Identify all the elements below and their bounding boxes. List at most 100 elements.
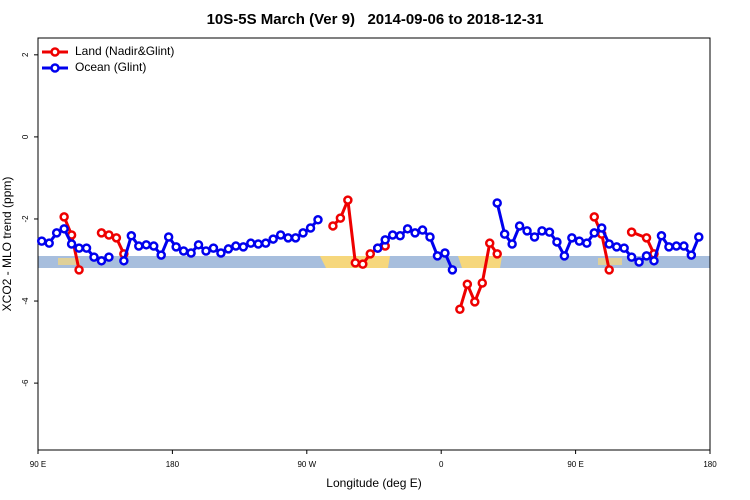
data-point (290, 233, 301, 243)
data-point (619, 243, 629, 253)
data-point (96, 228, 107, 238)
data-point (74, 243, 84, 253)
legend-label: Ocean (Glint) (75, 60, 146, 74)
data-point (238, 242, 249, 252)
legend-label: Land (Nadir&Glint) (75, 44, 174, 58)
data-point (253, 239, 264, 249)
data-point (66, 239, 77, 249)
x-tick-label: 180 (166, 460, 180, 469)
y-tick-label: 0 (21, 134, 30, 139)
data-point (447, 265, 458, 275)
data-point (81, 243, 92, 253)
data-point (59, 224, 69, 234)
data-point (484, 238, 495, 248)
data-point (343, 195, 353, 205)
data-point (201, 246, 211, 256)
data-point (260, 238, 271, 248)
data-point (462, 279, 473, 289)
data-point (626, 252, 637, 262)
data-point (335, 213, 346, 223)
data-point (402, 224, 413, 234)
data-point (223, 244, 234, 254)
land-strip (58, 258, 80, 265)
data-point (298, 228, 308, 238)
data-point (163, 232, 174, 242)
data-point (529, 232, 540, 242)
data-point (328, 221, 338, 231)
data-point (537, 226, 547, 236)
data-point (305, 223, 316, 233)
data-point (649, 256, 659, 266)
data-point (275, 230, 286, 240)
chart-title: 10S-5S March (Ver 9) 2014-09-06 to 2018-… (207, 11, 544, 28)
data-point (395, 231, 405, 241)
data-point (410, 228, 420, 238)
data-point (432, 251, 443, 261)
x-tick-label: 180 (703, 460, 717, 469)
data-point (313, 215, 323, 225)
data-point (514, 221, 525, 231)
data-point (641, 233, 652, 243)
data-point (589, 212, 600, 222)
data-point (216, 248, 226, 258)
data-point (604, 265, 614, 275)
y-axis-label: XCO2 - MLO trend (ppm) (0, 177, 14, 312)
data-point (664, 242, 674, 252)
data-point (126, 231, 137, 241)
data-point (231, 241, 241, 251)
data-point (671, 241, 682, 251)
data-point (59, 212, 69, 222)
data-point (582, 238, 592, 248)
y-tick-label: -2 (21, 215, 30, 223)
data-point (499, 229, 510, 239)
data-point (596, 223, 607, 233)
data-point (507, 239, 517, 249)
data-point (134, 241, 144, 251)
data-point (559, 251, 570, 261)
data-point (111, 233, 122, 243)
data-point (104, 230, 114, 240)
data-point (171, 242, 181, 252)
data-point (656, 231, 667, 241)
data-point (178, 246, 189, 256)
data-point (268, 234, 278, 244)
data-point (686, 250, 697, 260)
x-tick-label: 90 W (297, 460, 316, 469)
data-point (679, 241, 689, 251)
land-strip (598, 258, 622, 265)
data-point (283, 233, 293, 243)
data-point (634, 257, 644, 267)
data-point (156, 250, 166, 260)
data-point (350, 258, 361, 268)
data-point (522, 226, 532, 236)
data-point (694, 232, 704, 242)
data-point (492, 198, 502, 208)
data-point (208, 243, 219, 253)
land-strip (458, 256, 502, 268)
y-tick-label: 2 (21, 52, 30, 57)
data-point (104, 252, 114, 262)
data-point (641, 251, 652, 261)
y-tick-label: -6 (21, 379, 30, 387)
data-point (604, 239, 614, 249)
data-point (51, 228, 62, 238)
data-point (417, 225, 428, 235)
data-point (455, 304, 465, 314)
data-point (246, 238, 256, 248)
map-strip (38, 256, 710, 268)
data-point (358, 259, 368, 269)
data-point (148, 241, 159, 251)
data-point (567, 233, 577, 243)
data-point (574, 236, 585, 246)
data-point (611, 242, 622, 252)
data-point (119, 256, 129, 266)
legend-marker (50, 63, 60, 73)
data-point (74, 265, 84, 275)
data-point (36, 236, 47, 246)
data-point (552, 237, 562, 247)
data-point (186, 248, 196, 258)
x-tick-label: 90 E (567, 460, 583, 469)
data-point (365, 249, 376, 259)
data-point (141, 240, 152, 250)
data-point (44, 238, 54, 248)
